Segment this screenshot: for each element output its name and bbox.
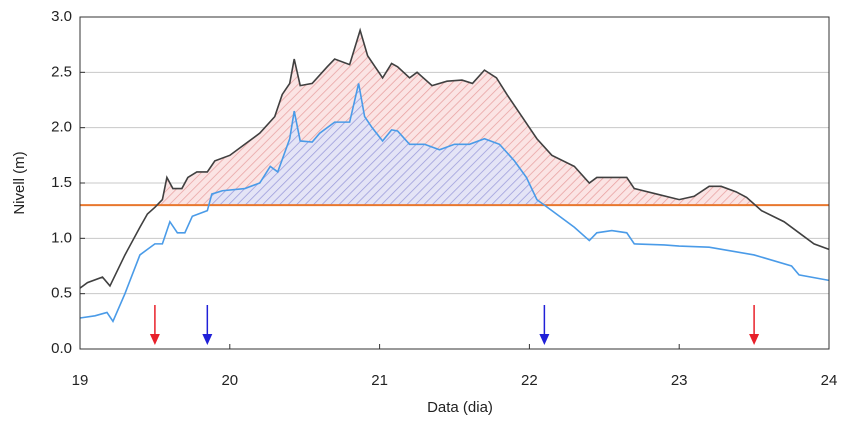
y-axis-label: Nivell (m) — [11, 151, 28, 214]
plot-frame — [79, 16, 830, 350]
x-tick-label: 24 — [821, 372, 838, 389]
y-tick-label: 1.5 — [51, 174, 72, 191]
x-tick-label: 23 — [671, 372, 688, 389]
y-tick-label: 1.0 — [51, 229, 72, 246]
arrow-head — [539, 334, 550, 345]
series-line — [79, 27, 830, 289]
x-tick-label: 22 — [521, 372, 538, 389]
x-tick-label: 21 — [371, 372, 388, 389]
y-tick-label: 0.5 — [51, 285, 72, 302]
x-tick-label: 20 — [221, 372, 238, 389]
x-tick-label: 19 — [72, 372, 89, 389]
hatch-area — [80, 30, 829, 206]
arrow-head — [749, 334, 760, 345]
series-line — [79, 83, 830, 323]
arrow-head — [149, 334, 160, 345]
arrow-head — [202, 334, 213, 345]
y-tick-label: 2.5 — [51, 63, 72, 80]
y-tick-label: 3.0 — [51, 8, 72, 25]
y-tick-label: 2.0 — [51, 119, 72, 136]
x-axis-label: Data (dia) — [427, 399, 493, 416]
y-tick-label: 0.0 — [51, 340, 72, 357]
